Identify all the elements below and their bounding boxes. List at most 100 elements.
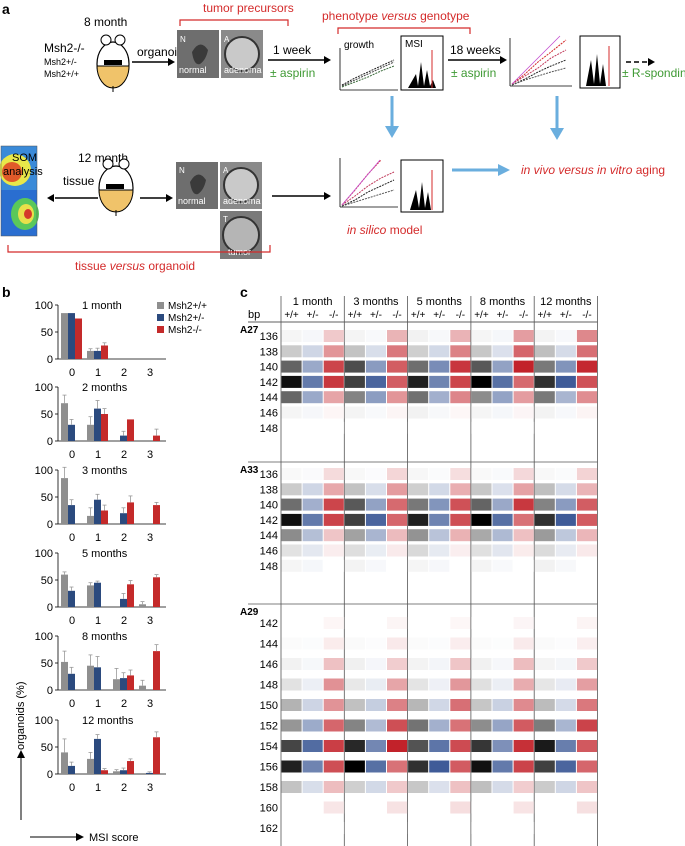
normal-organoid-image: N normal — [177, 30, 219, 78]
heatmap-cell — [429, 421, 450, 434]
heatmap-cell — [429, 678, 450, 691]
heatmap-cell — [302, 468, 323, 480]
heatmap-cell — [365, 498, 386, 511]
heatmap-cell — [365, 781, 386, 793]
heatmap-cell — [492, 345, 513, 358]
heatmap-cell — [492, 658, 513, 670]
genotype-column-label: -/- — [456, 310, 465, 321]
marker-block-a33: A33 136 138 140 142 144 146 148 — [240, 461, 598, 573]
heatmap-cell — [365, 544, 386, 557]
heatmap-cell — [365, 822, 386, 834]
heatmap-cell — [429, 483, 450, 496]
heatmap-cell — [344, 421, 365, 434]
msi-histogram-top: MSI — [400, 35, 444, 91]
genotype-ko-label: Msh2-/- — [44, 41, 85, 55]
heatmap-cell — [302, 617, 323, 629]
bar — [139, 685, 146, 690]
bp-row-label: 144 — [260, 639, 278, 651]
heatmap-cell — [576, 617, 597, 629]
genotype-column-label: +/- — [433, 310, 445, 321]
heatmap-cell — [365, 360, 386, 373]
heatmap-cell — [387, 822, 408, 834]
bar — [87, 665, 94, 690]
heatmap-cell — [576, 406, 597, 419]
heatmap-cell — [302, 483, 323, 496]
heatmap-cell — [492, 678, 513, 691]
heatmap-cell — [429, 544, 450, 557]
heatmap-cell — [513, 513, 534, 526]
heatmap-cell — [534, 375, 555, 388]
heatmap-cell — [492, 617, 513, 629]
svg-text:SOM: SOM — [12, 152, 37, 164]
heatmap-cell — [513, 699, 534, 711]
heatmap-cell — [323, 345, 344, 358]
age-8-month-label: 8 month — [84, 15, 127, 29]
heatmap-cell — [408, 513, 429, 526]
bar — [68, 313, 75, 359]
heatmap-cell — [534, 740, 555, 752]
heatmap-cell — [344, 544, 365, 557]
heatmap-cell — [471, 760, 492, 773]
heatmap-cell — [471, 498, 492, 511]
bp-row-label: 154 — [260, 741, 278, 753]
heatmap-cell — [408, 719, 429, 732]
heatmap-cell — [471, 360, 492, 373]
heatmap-cell — [450, 468, 471, 480]
heatmap-cell — [344, 617, 365, 629]
genotype-column-label: +/- — [307, 310, 319, 321]
heatmap-cell — [576, 391, 597, 404]
heatmap-cell — [555, 406, 576, 419]
svg-text:MSI: MSI — [405, 39, 423, 50]
heatmap-cell — [534, 421, 555, 434]
heatmap-cell — [323, 760, 344, 773]
heatmap-cell — [555, 375, 576, 388]
heatmap-cell — [387, 375, 408, 388]
heatmap-cell — [450, 699, 471, 711]
heatmap-cell — [365, 468, 386, 480]
y-tick-label: 100 — [35, 382, 53, 394]
heatmap-cell — [513, 678, 534, 691]
heatmap-cell — [513, 421, 534, 434]
heatmap-cell — [281, 544, 302, 557]
heatmap-cell — [471, 781, 492, 793]
bar — [120, 770, 127, 774]
chart-title: 1 month — [82, 300, 122, 312]
chart-title: 8 months — [82, 631, 128, 643]
bar — [87, 424, 94, 441]
heatmap-cell — [513, 760, 534, 773]
genotype-column-label: +/+ — [411, 310, 426, 321]
bp-row-label: 146 — [260, 659, 278, 671]
heatmap-cell — [534, 330, 555, 342]
x-axis-title: MSI score — [89, 832, 139, 844]
heatmap-cell — [365, 559, 386, 572]
heatmap-cell — [471, 719, 492, 732]
heatmap-cell — [408, 559, 429, 572]
bp-row-label: 148 — [260, 680, 278, 692]
heatmap-cell — [534, 617, 555, 629]
heatmap-cell — [365, 345, 386, 358]
tumor-organoid-image: T tumor — [220, 211, 262, 259]
bar — [94, 350, 101, 359]
marker-label: A27 — [240, 325, 259, 336]
heatmap-cell — [429, 330, 450, 342]
heatmap-cell — [365, 740, 386, 752]
heatmap-cell — [281, 719, 302, 732]
heatmap-cell — [344, 822, 365, 834]
heatmap-cell — [576, 529, 597, 542]
bar — [153, 737, 160, 774]
heatmap-cell — [344, 760, 365, 773]
heatmap-cell — [471, 529, 492, 542]
heatmap-cell — [387, 699, 408, 711]
svg-text:normal: normal — [178, 196, 206, 206]
y-tick-label: 0 — [47, 519, 53, 531]
bar — [153, 651, 160, 690]
genotype-column-label: -/- — [582, 310, 591, 321]
growth-plot-in-silico — [339, 158, 398, 208]
bar — [127, 675, 134, 690]
heatmap-cell — [555, 483, 576, 496]
heatmap-cell — [387, 658, 408, 670]
bp-row-label: 150 — [260, 700, 278, 712]
heatmap-cell — [281, 391, 302, 404]
heatmap-cell — [513, 617, 534, 629]
heatmap-cell — [344, 468, 365, 480]
